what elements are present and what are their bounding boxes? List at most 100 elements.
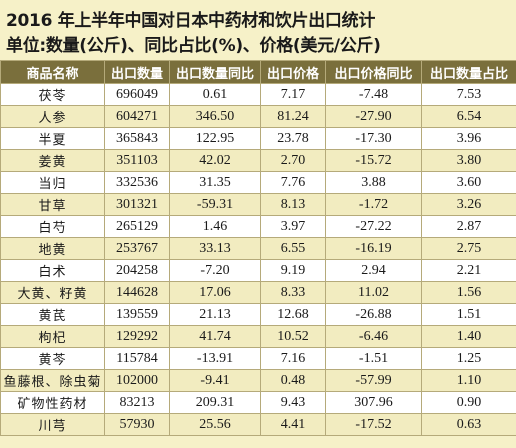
value-cell: 81.24 (260, 105, 326, 128)
product-name-cell: 姜黄 (0, 149, 105, 172)
table-row: 大黄、籽黄 144628 17.06 8.33 11.02 1.56 (0, 281, 516, 304)
value-cell: 6.55 (260, 237, 326, 260)
value-cell: 7.53 (421, 83, 516, 106)
product-name-cell: 半夏 (0, 127, 105, 150)
product-name-cell: 当归 (0, 171, 105, 194)
product-name-cell: 白芍 (0, 215, 105, 238)
value-cell: 115784 (104, 347, 170, 370)
table-body: 茯苓 696049 0.61 7.17 -7.48 7.53 人参 604271 346.50 8… (0, 83, 516, 436)
value-cell: 3.97 (260, 215, 326, 238)
value-cell: 7.16 (260, 347, 326, 370)
value-cell: 23.78 (260, 127, 326, 150)
value-cell: 2.75 (421, 237, 516, 260)
table-row: 半夏 365843 122.95 23.78 -17.30 3.96 (0, 127, 516, 150)
value-cell: 7.76 (260, 171, 326, 194)
column-header: 商品名称 (0, 60, 105, 84)
product-name-cell: 黄芪 (0, 303, 105, 326)
value-cell: 3.60 (421, 171, 516, 194)
table-row: 人参 604271 346.50 81.24 -27.90 6.54 (0, 105, 516, 128)
table-row: 黄芪 139559 21.13 12.68 -26.88 1.51 (0, 303, 516, 326)
value-cell: 8.33 (260, 281, 326, 304)
table-row: 姜黄 351103 42.02 2.70 -15.72 3.80 (0, 149, 516, 172)
table-row: 地黄 253767 33.13 6.55 -16.19 2.75 (0, 237, 516, 260)
table-header-row: 商品名称 出口数量 出口数量同比 出口价格 出口价格同比 出口数量占比 (0, 60, 516, 84)
value-cell: 8.13 (260, 193, 326, 216)
value-cell: 102000 (104, 369, 170, 392)
export-statistics-table: 商品名称 出口数量 出口数量同比 出口价格 出口价格同比 出口数量占比 茯苓 69… (0, 60, 516, 436)
table-row: 鱼藤根、除虫菊 102000 -9.41 0.48 -57.99 1.10 (0, 369, 516, 392)
value-cell: -7.20 (169, 259, 261, 282)
value-cell: -27.90 (325, 105, 422, 128)
value-cell: 1.25 (421, 347, 516, 370)
table-row: 甘草 301321 -59.31 8.13 -1.72 3.26 (0, 193, 516, 216)
product-name-cell: 甘草 (0, 193, 105, 216)
value-cell: 0.63 (421, 413, 516, 436)
table-row: 枸杞 129292 41.74 10.52 -6.46 1.40 (0, 325, 516, 348)
product-name-cell: 白术 (0, 259, 105, 282)
value-cell: 3.80 (421, 149, 516, 172)
product-name-cell: 大黄、籽黄 (0, 281, 105, 304)
value-cell: 2.94 (325, 259, 422, 282)
value-cell: 139559 (104, 303, 170, 326)
value-cell: 2.70 (260, 149, 326, 172)
value-cell: 25.56 (169, 413, 261, 436)
value-cell: -9.41 (169, 369, 261, 392)
column-header: 出口数量占比 (421, 60, 516, 84)
value-cell: -1.51 (325, 347, 422, 370)
value-cell: 365843 (104, 127, 170, 150)
value-cell: 9.43 (260, 391, 326, 414)
value-cell: 57930 (104, 413, 170, 436)
value-cell: 42.02 (169, 149, 261, 172)
value-cell: 307.96 (325, 391, 422, 414)
value-cell: 0.61 (169, 83, 261, 106)
value-cell: 129292 (104, 325, 170, 348)
column-header: 出口价格 (260, 60, 326, 84)
value-cell: 3.96 (421, 127, 516, 150)
product-name-cell: 人参 (0, 105, 105, 128)
value-cell: -6.46 (325, 325, 422, 348)
column-header: 出口数量同比 (169, 60, 261, 84)
table-row: 当归 332536 31.35 7.76 3.88 3.60 (0, 171, 516, 194)
value-cell: 3.88 (325, 171, 422, 194)
value-cell: 1.46 (169, 215, 261, 238)
table-row: 川芎 57930 25.56 4.41 -17.52 0.63 (0, 413, 516, 436)
product-name-cell: 黄芩 (0, 347, 105, 370)
value-cell: 9.19 (260, 259, 326, 282)
value-cell: 4.41 (260, 413, 326, 436)
value-cell: -13.91 (169, 347, 261, 370)
value-cell: 1.51 (421, 303, 516, 326)
column-header: 出口数量 (104, 60, 170, 84)
value-cell: -15.72 (325, 149, 422, 172)
column-header: 出口价格同比 (325, 60, 422, 84)
value-cell: 12.68 (260, 303, 326, 326)
units-subtitle: 单位:数量(公斤)、同比占比(%)、价格(美元/公斤) (6, 36, 381, 56)
product-name-cell: 枸杞 (0, 325, 105, 348)
value-cell: 83213 (104, 391, 170, 414)
value-cell: -26.88 (325, 303, 422, 326)
value-cell: 332536 (104, 171, 170, 194)
table-row: 黄芩 115784 -13.91 7.16 -1.51 1.25 (0, 347, 516, 370)
value-cell: 301321 (104, 193, 170, 216)
value-cell: 3.26 (421, 193, 516, 216)
value-cell: -27.22 (325, 215, 422, 238)
value-cell: -7.48 (325, 83, 422, 106)
value-cell: -1.72 (325, 193, 422, 216)
table-row: 茯苓 696049 0.61 7.17 -7.48 7.53 (0, 83, 516, 106)
value-cell: 21.13 (169, 303, 261, 326)
product-name-cell: 矿物性药材 (0, 391, 105, 414)
value-cell: 604271 (104, 105, 170, 128)
value-cell: 0.48 (260, 369, 326, 392)
value-cell: -17.52 (325, 413, 422, 436)
value-cell: 31.35 (169, 171, 261, 194)
value-cell: 2.21 (421, 259, 516, 282)
product-name-cell: 茯苓 (0, 83, 105, 106)
value-cell: 122.95 (169, 127, 261, 150)
document-title: 2016 年上半年中国对日本中药材和饮片出口统计 (6, 11, 376, 31)
value-cell: -16.19 (325, 237, 422, 260)
value-cell: 204258 (104, 259, 170, 282)
table-row: 白术 204258 -7.20 9.19 2.94 2.21 (0, 259, 516, 282)
product-name-cell: 鱼藤根、除虫菊 (0, 369, 105, 392)
value-cell: 1.10 (421, 369, 516, 392)
value-cell: 1.56 (421, 281, 516, 304)
table-row: 白芍 265129 1.46 3.97 -27.22 2.87 (0, 215, 516, 238)
